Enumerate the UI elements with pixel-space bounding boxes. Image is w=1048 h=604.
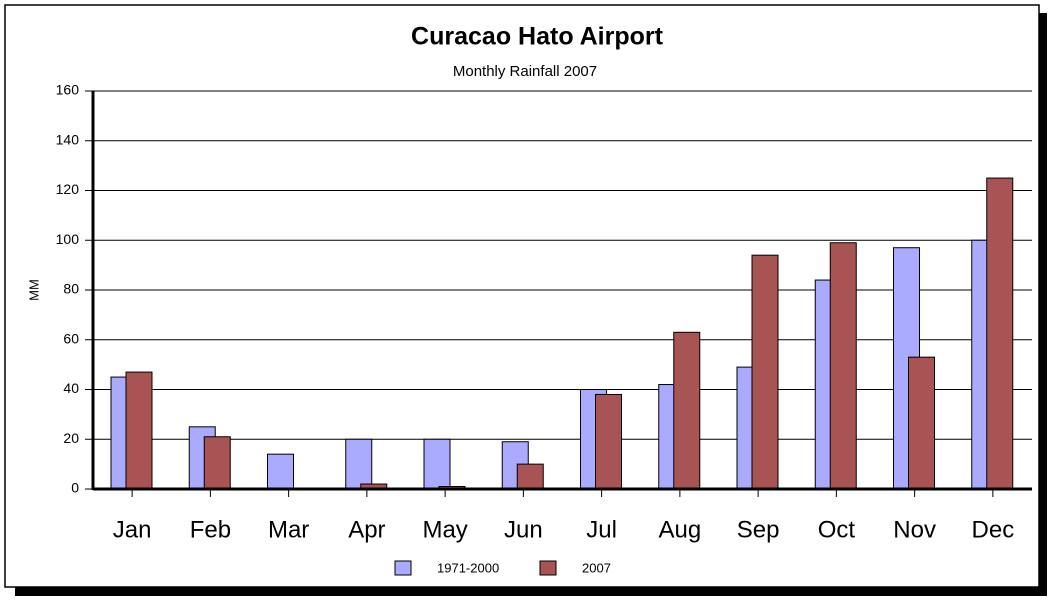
x-tick-label: Aug [659, 516, 702, 543]
bar [423, 438, 451, 490]
x-tick-label: Jul [586, 516, 617, 543]
bar [986, 177, 1014, 490]
x-tick-label: May [422, 516, 467, 543]
bar [751, 254, 779, 490]
x-tick-label: Jun [504, 516, 543, 543]
chart-subtitle: Monthly Rainfall 2007 [453, 63, 597, 80]
legend-swatch [539, 560, 557, 576]
x-tick-label: Apr [348, 516, 385, 543]
y-tick-label: 80 [63, 281, 79, 297]
chart-title: Curacao Hato Airport [411, 23, 664, 51]
y-tick-label: 60 [63, 330, 79, 346]
bar [516, 463, 544, 490]
bar [345, 438, 373, 490]
legend-label: 2007 [582, 560, 611, 575]
bar [267, 453, 294, 490]
y-axis-label: MM [26, 279, 41, 301]
legend-label: 1971-2000 [437, 560, 499, 575]
x-tick-label: Dec [972, 516, 1015, 543]
y-tick-label: 100 [56, 231, 80, 247]
bar [829, 242, 857, 490]
y-tick-label: 0 [71, 480, 79, 496]
x-tick-label: Jan [113, 516, 152, 543]
y-tick-label: 120 [56, 181, 80, 197]
y-tick-label: 20 [63, 430, 79, 446]
x-tick-label: Oct [818, 516, 856, 543]
bar [125, 371, 153, 490]
legend-swatch [394, 560, 412, 576]
y-tick-label: 40 [63, 380, 79, 396]
bar [203, 436, 231, 490]
x-tick-label: Sep [737, 516, 780, 543]
x-tick-label: Nov [893, 516, 936, 543]
y-tick-label: 160 [56, 82, 80, 98]
bar [595, 393, 622, 490]
frame [4, 4, 1040, 588]
bar [673, 331, 701, 490]
x-tick-label: Mar [268, 516, 309, 543]
bar [908, 356, 935, 490]
y-tick-label: 140 [56, 131, 80, 147]
x-tick-label: Feb [190, 516, 231, 543]
